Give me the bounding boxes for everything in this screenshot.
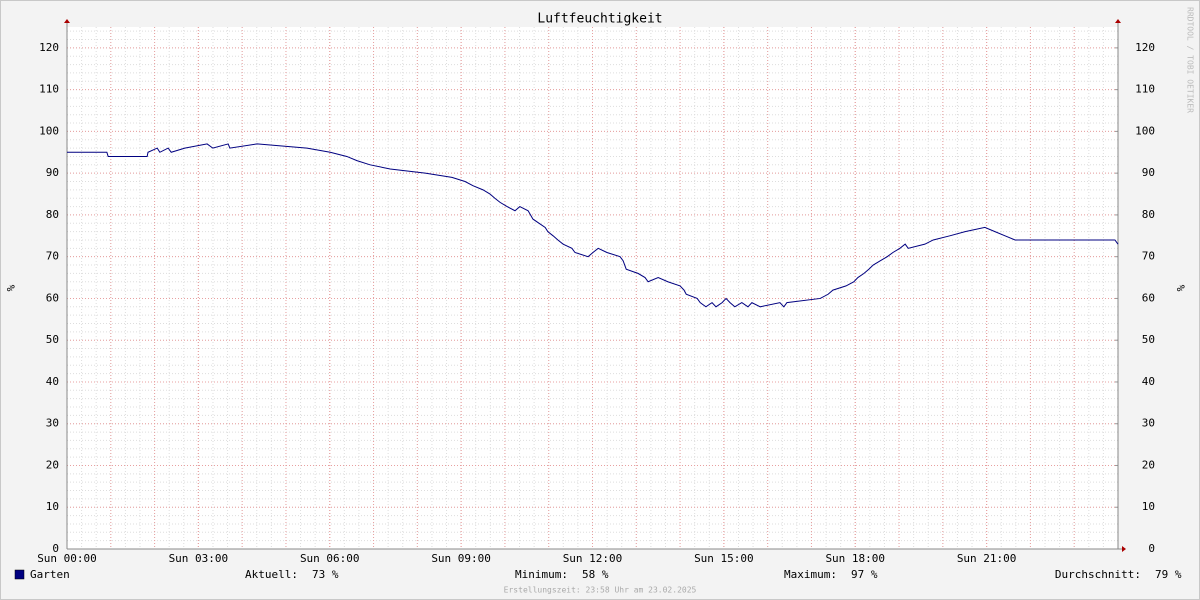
x-tick-label: Sun 18:00 bbox=[825, 552, 885, 565]
x-tick-label: Sun 06:00 bbox=[300, 552, 360, 565]
stat-label: Minimum: bbox=[515, 568, 568, 581]
y-axis-label: % bbox=[4, 285, 17, 292]
x-tick-label: Sun 12:00 bbox=[563, 552, 623, 565]
x-tick-label: Sun 15:00 bbox=[694, 552, 754, 565]
y-tick-label: 110 bbox=[39, 83, 59, 96]
stat-label: Aktuell: bbox=[245, 568, 298, 581]
y2-tick-label: 120 bbox=[1135, 41, 1155, 54]
y-tick-label: 0 bbox=[52, 542, 59, 555]
axis-arrow bbox=[1122, 546, 1126, 552]
y2-tick-label: 20 bbox=[1142, 458, 1155, 471]
y-tick-label: 70 bbox=[46, 250, 59, 263]
y-tick-label: 20 bbox=[46, 458, 59, 471]
y2-tick-label: 50 bbox=[1142, 333, 1155, 346]
stat-value: 73 % bbox=[312, 568, 339, 581]
y2-tick-label: 60 bbox=[1142, 291, 1155, 304]
y2-tick-label: 100 bbox=[1135, 124, 1155, 137]
y-tick-label: 60 bbox=[46, 291, 59, 304]
y2-tick-label: 110 bbox=[1135, 83, 1155, 96]
y2-tick-label: 90 bbox=[1142, 166, 1155, 179]
legend-label: Garten bbox=[30, 568, 70, 581]
y-tick-label: 40 bbox=[46, 375, 59, 388]
legend-swatch bbox=[14, 569, 25, 580]
stat-label: Durchschnitt: bbox=[1055, 568, 1141, 581]
stat-value: 79 % bbox=[1155, 568, 1182, 581]
y2-tick-label: 70 bbox=[1142, 250, 1155, 263]
axis-arrow bbox=[1115, 19, 1121, 23]
y-tick-label: 10 bbox=[46, 500, 59, 513]
y2-tick-label: 10 bbox=[1142, 500, 1155, 513]
stat-value: 58 % bbox=[582, 568, 609, 581]
y2-tick-label: 40 bbox=[1142, 375, 1155, 388]
stat-label: Maximum: bbox=[784, 568, 837, 581]
y-tick-label: 100 bbox=[39, 124, 59, 137]
x-tick-label: Sun 21:00 bbox=[957, 552, 1017, 565]
footer: Erstellungszeit: 23:58 Uhr am 23.02.2025 bbox=[504, 586, 697, 595]
axis-arrow bbox=[64, 19, 70, 23]
x-tick-label: Sun 00:00 bbox=[37, 552, 97, 565]
y2-tick-label: 0 bbox=[1148, 542, 1155, 555]
series-line bbox=[67, 143, 1119, 308]
y2-axis-label: % bbox=[1174, 285, 1187, 292]
stat-value: 97 % bbox=[851, 568, 878, 581]
y-tick-label: 80 bbox=[46, 208, 59, 221]
y-tick-label: 120 bbox=[39, 41, 59, 54]
y-tick-label: 30 bbox=[46, 417, 59, 430]
side-text: RRDTOOL / TOBI OETIKER bbox=[1186, 7, 1195, 113]
y2-tick-label: 80 bbox=[1142, 208, 1155, 221]
chart-title: Luftfeuchtigkeit bbox=[537, 12, 662, 27]
y2-tick-label: 30 bbox=[1142, 417, 1155, 430]
y-tick-label: 90 bbox=[46, 166, 59, 179]
y-tick-label: 50 bbox=[46, 333, 59, 346]
x-tick-label: Sun 09:00 bbox=[431, 552, 491, 565]
x-tick-label: Sun 03:00 bbox=[169, 552, 229, 565]
